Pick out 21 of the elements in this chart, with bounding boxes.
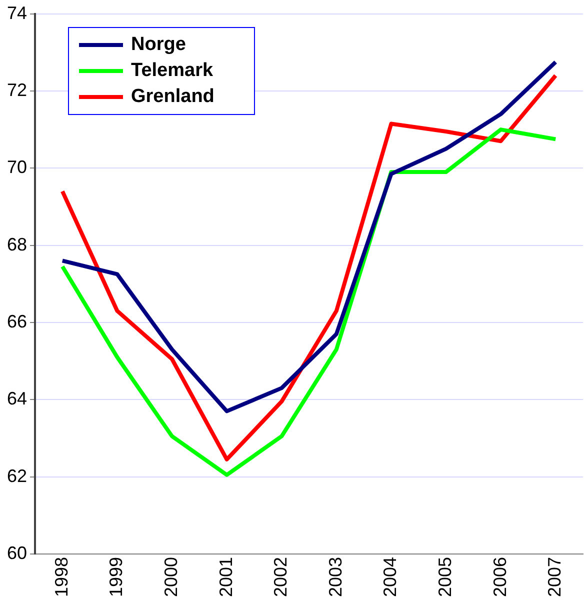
x-tick-label: 2004 bbox=[380, 556, 400, 598]
x-tick-label: 2000 bbox=[160, 556, 181, 598]
x-tick-label: 2005 bbox=[434, 556, 455, 598]
x-tick-label: 1998 bbox=[51, 556, 72, 598]
y-tick-label: 60 bbox=[6, 542, 28, 563]
x-tick-label: 2001 bbox=[216, 556, 236, 598]
legend-label: Norge bbox=[131, 33, 186, 57]
x-tick-label: 1999 bbox=[106, 556, 126, 598]
y-tick-label: 66 bbox=[6, 311, 28, 332]
x-tick-label: 2007 bbox=[544, 556, 565, 598]
y-tick-label: 64 bbox=[6, 388, 28, 409]
y-tick-label: 72 bbox=[6, 80, 28, 100]
y-tick-label: 62 bbox=[6, 466, 28, 486]
x-tick-label: 2002 bbox=[270, 556, 291, 598]
legend-label: Telemark bbox=[131, 59, 214, 83]
x-tick-label: 2003 bbox=[325, 556, 346, 598]
y-tick-label: 68 bbox=[6, 234, 28, 254]
y-tick-label: 74 bbox=[6, 2, 28, 23]
x-tick-label: 2006 bbox=[490, 556, 510, 598]
legend-label: Grenland bbox=[131, 85, 214, 109]
y-tick-label: 70 bbox=[6, 157, 28, 178]
